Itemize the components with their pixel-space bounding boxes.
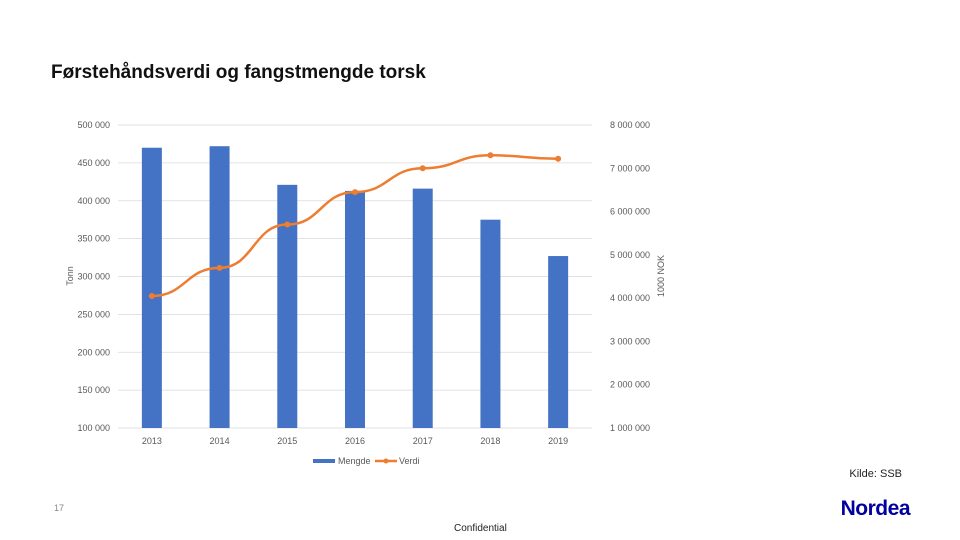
y-tick-label: 200 000 [77, 347, 110, 357]
y-axis-title: Tonn [65, 266, 75, 286]
legend-label-verdi: Verdi [399, 456, 420, 466]
y2-axis-title: 1000 NOK [656, 255, 666, 297]
y2-tick-label: 4 000 000 [610, 293, 650, 303]
x-tick-label: 2017 [413, 436, 433, 446]
bar-mengde [141, 147, 162, 428]
bar-mengde [209, 146, 230, 428]
y-tick-label: 100 000 [77, 423, 110, 433]
bar-mengde [548, 256, 569, 428]
point-verdi [216, 264, 223, 271]
y-tick-label: 450 000 [77, 158, 110, 168]
point-verdi [419, 165, 426, 172]
nordea-logo: Nordea [840, 497, 911, 520]
confidential-label: Confidential [454, 523, 507, 534]
point-verdi [487, 152, 494, 159]
y-tick-label: 250 000 [77, 309, 110, 319]
point-verdi [555, 155, 562, 162]
page-number: 17 [54, 503, 65, 513]
point-verdi [352, 189, 358, 196]
bar-mengde [277, 184, 298, 428]
y2-tick-label: 8 000 000 [610, 120, 650, 130]
y2-tick-label: 1 000 000 [610, 423, 650, 433]
y-tick-label: 300 000 [77, 272, 110, 282]
source-note: Kilde: SSB [849, 468, 902, 480]
x-tick-label: 2019 [548, 436, 568, 446]
y2-tick-label: 3 000 000 [610, 336, 650, 346]
x-tick-label: 2013 [142, 436, 162, 446]
bar-mengde [412, 188, 433, 428]
page-title: Førstehåndsverdi og fangstmengde torsk [51, 62, 426, 83]
x-tick-label: 2018 [480, 436, 500, 446]
bar-mengde [345, 190, 365, 428]
point-verdi [284, 221, 291, 228]
x-tick-label: 2014 [210, 436, 230, 446]
y2-tick-label: 7 000 000 [610, 163, 650, 173]
y-tick-label: 350 000 [77, 234, 110, 244]
point-verdi [148, 292, 155, 299]
legend-label-mengde: Mengde [338, 456, 371, 466]
y2-tick-label: 2 000 000 [610, 380, 650, 390]
y-tick-label: 400 000 [77, 196, 110, 206]
legend-swatch-mengde [313, 459, 335, 463]
legend-marker-verdi [383, 458, 389, 464]
x-tick-label: 2016 [345, 436, 365, 446]
y-tick-label: 500 000 [77, 120, 110, 130]
y2-tick-label: 5 000 000 [610, 250, 650, 260]
x-tick-label: 2015 [277, 436, 297, 446]
bar-mengde [480, 219, 501, 428]
y-tick-label: 150 000 [77, 385, 110, 395]
y2-tick-label: 6 000 000 [610, 207, 650, 217]
